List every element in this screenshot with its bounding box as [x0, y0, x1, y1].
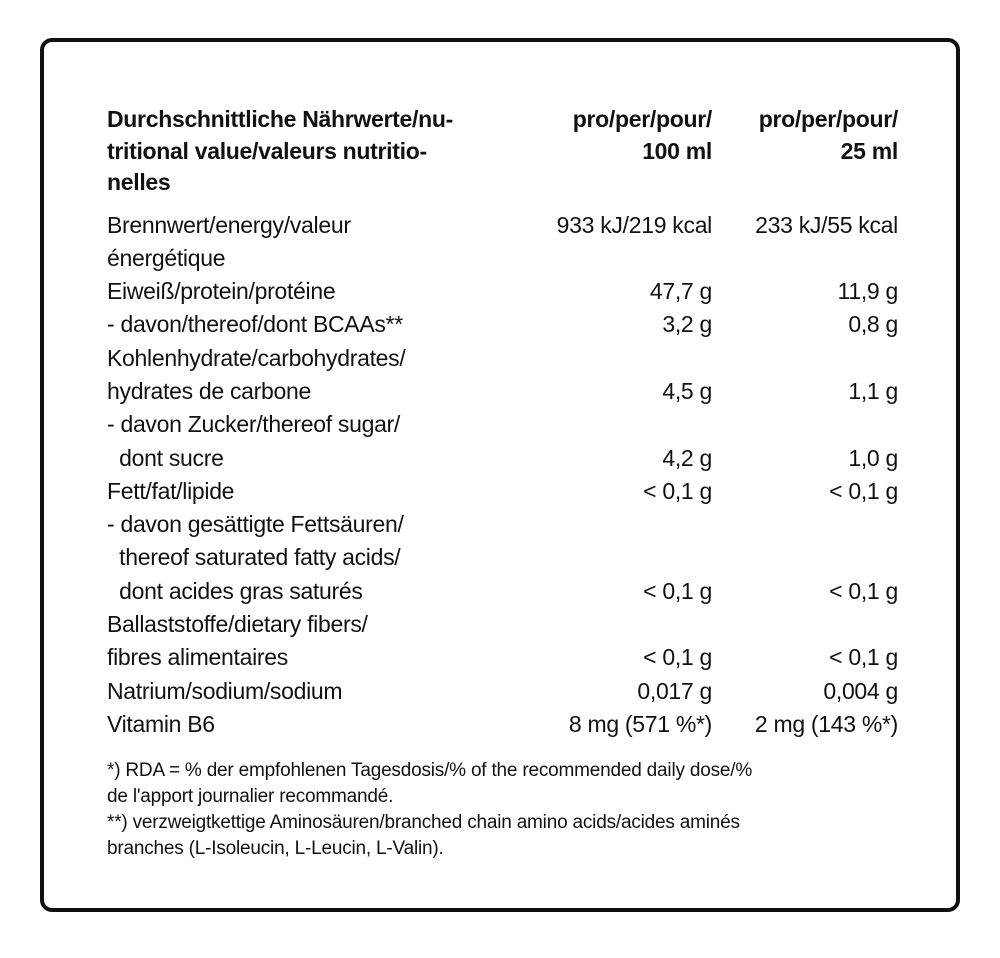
value-per-25ml: 11,9 g: [837, 278, 899, 305]
value-per-100ml: < 0,1 g: [643, 644, 712, 671]
header-label: Durchschnittliche Nährwerte/nu- tritiona…: [107, 104, 532, 199]
label-line: Natrium/sodium/sodium: [107, 677, 343, 704]
value-per-25ml: 1,0 g: [848, 444, 898, 471]
label-line: - davon/thereof/dont BCAAs**: [107, 311, 403, 338]
row-saturated-fat: - davon gesättigte Fettsäuren/ thereof s…: [107, 508, 898, 608]
footnote-line: branches (L-Isoleucin, L-Leucin, L-Valin…: [107, 838, 444, 859]
value-per-100ml: 47,7 g: [649, 278, 712, 305]
label-line: dont sucre: [107, 444, 224, 471]
row-label: Fett/fat/lipide: [107, 475, 532, 508]
value-per-25ml: 233 kJ/55 kcal: [755, 211, 898, 238]
value-per-100ml: 8 mg (571 %*): [568, 710, 712, 737]
row-label: - davon Zucker/thereof sugar/ dont sucre: [107, 408, 532, 475]
value-per-25ml: 0,8 g: [848, 311, 898, 338]
row-carbohydrates: Kohlenhydrate/carbohydrates/hydrates de …: [107, 342, 898, 409]
value-per-25ml: 0,004 g: [823, 677, 898, 704]
value-per-100ml: < 0,1 g: [643, 577, 712, 604]
row-label: Kohlenhydrate/carbohydrates/hydrates de …: [107, 342, 532, 409]
label-line: Ballaststoffe/dietary fibers/: [107, 611, 368, 638]
label-line: fibres alimentaires: [107, 644, 288, 671]
header-col1-line: pro/per/pour/: [572, 106, 713, 132]
label-line: Eiweiß/protein/protéine: [107, 278, 336, 305]
row-sodium: Natrium/sodium/sodium 0,017 g 0,004 g: [107, 675, 898, 708]
value-per-100ml: 0,017 g: [637, 677, 712, 704]
label-line: hydrates de carbone: [107, 377, 311, 404]
row-vitamin-b6: Vitamin B6 8 mg (571 %*) 2 mg (143 %*): [107, 708, 898, 741]
row-sugar: - davon Zucker/thereof sugar/ dont sucre…: [107, 408, 898, 475]
row-energy: Brennwert/energy/valeur énergétique 933 k…: [107, 209, 898, 276]
footnote-line: de l'apport journalier recommandé.: [107, 786, 394, 807]
row-bcaas: - davon/thereof/dont BCAAs** 3,2 g 0,8 g: [107, 308, 898, 341]
label-line: - davon Zucker/thereof sugar/: [107, 411, 401, 438]
header-label-line: Durchschnittliche Nährwerte/nu-: [107, 106, 453, 132]
value-per-100ml: < 0,1 g: [643, 477, 712, 504]
value-per-25ml: < 0,1 g: [829, 477, 898, 504]
header-per-25ml: pro/per/pour/ 25 ml: [712, 104, 899, 199]
label-line: énergétique: [107, 244, 226, 271]
row-fibers: Ballaststoffe/dietary fibers/fibres alim…: [107, 608, 898, 675]
row-label: Brennwert/energy/valeur énergétique: [107, 209, 532, 276]
value-per-100ml: 933 kJ/219 kcal: [556, 211, 713, 238]
row-label: Natrium/sodium/sodium: [107, 675, 532, 708]
header-col1-line: 100 ml: [642, 137, 712, 164]
value-per-100ml: 4,5 g: [662, 377, 712, 404]
value-per-100ml: 3,2 g: [662, 311, 712, 338]
header-label-line: tritional value/valeurs nutritio-: [107, 137, 427, 164]
label-line: Vitamin B6: [107, 710, 215, 737]
nutrition-table: Durchschnittliche Nährwerte/nu- tritiona…: [107, 104, 898, 741]
header-label-line: nelles: [107, 169, 171, 195]
label-line: Fett/fat/lipide: [107, 477, 235, 504]
row-label: - davon gesättigte Fettsäuren/ thereof s…: [107, 508, 532, 608]
label-border: [40, 38, 960, 912]
label-line: Kohlenhydrate/carbohydrates/: [107, 344, 406, 371]
footnote-line: **) verzweigtkettige Aminosäuren/branche…: [107, 812, 740, 833]
value-per-25ml: 2 mg (143 %*): [754, 710, 898, 737]
row-label: - davon/thereof/dont BCAAs**: [107, 308, 532, 341]
table-header: Durchschnittliche Nährwerte/nu- tritiona…: [107, 104, 898, 199]
footnotes: *) RDA = % der empfohlenen Tagesdosis/% …: [107, 758, 897, 862]
row-fat: Fett/fat/lipide < 0,1 g < 0,1 g: [107, 475, 898, 508]
header-col2-line: 25 ml: [840, 137, 899, 164]
value-per-25ml: < 0,1 g: [829, 577, 898, 604]
label-line: dont acides gras saturés: [107, 577, 363, 604]
label-line: thereof saturated fatty acids/: [107, 544, 401, 571]
header-per-100ml: pro/per/pour/ 100 ml: [532, 104, 713, 199]
row-protein: Eiweiß/protein/protéine 47,7 g 11,9 g: [107, 275, 898, 308]
value-per-25ml: < 0,1 g: [829, 644, 898, 671]
row-label: Eiweiß/protein/protéine: [107, 275, 532, 308]
label-line: - davon gesättigte Fettsäuren/: [107, 511, 404, 538]
row-label: Vitamin B6: [107, 708, 532, 741]
footnote-line: *) RDA = % der empfohlenen Tagesdosis/% …: [107, 760, 753, 781]
header-col2-line: pro/per/pour/: [758, 106, 899, 132]
value-per-100ml: 4,2 g: [662, 444, 712, 471]
value-per-25ml: 1,1 g: [848, 377, 898, 404]
row-label: Ballaststoffe/dietary fibers/fibres alim…: [107, 608, 532, 675]
label-line: Brennwert/energy/valeur: [107, 211, 351, 238]
